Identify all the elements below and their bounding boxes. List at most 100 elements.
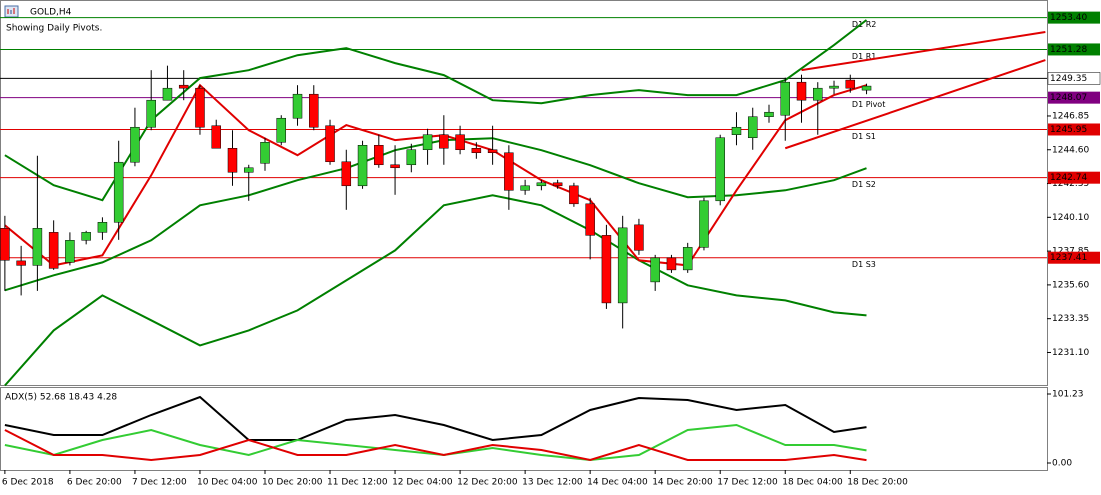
candle-body [796,81,807,101]
candle-body [65,240,75,263]
candle-body [617,227,628,304]
chart-title: GOLD,H4 [30,8,72,18]
y-tick-label: 1235.60 [1052,280,1089,290]
candle-body [48,232,59,269]
x-tick-label: 18 Dec 20:00 [847,478,908,488]
candle-body [341,161,352,187]
candle-body [845,79,856,89]
x-tick-label: 18 Dec 04:00 [782,478,843,488]
trendline [801,31,1046,72]
panel-frame [0,387,1048,471]
candle-body [747,116,758,138]
candle-body [439,134,449,149]
x-tick-label: 17 Dec 12:00 [717,478,778,488]
main-frame [0,0,1048,386]
panel-y-tick-label: 0.00 [1052,459,1072,469]
pivot-name: D1 R1 [852,52,876,61]
candle-body [162,87,173,101]
pivot-price-box [1048,91,1100,104]
candle-body [32,228,43,266]
candle-body [504,152,514,191]
x-tick-label: 10 Dec 20:00 [262,478,323,488]
current-price-box [1047,72,1101,85]
pivot-price-box [1048,171,1100,184]
candle-body [422,134,433,151]
x-tick-label: 6 Dec 2018 [2,478,54,488]
trendline [784,59,1046,150]
y-tick-label: 1233.35 [1052,314,1089,324]
candle-body [146,99,156,128]
candle-body [471,148,482,154]
candle-body [81,232,91,241]
x-tick-label: 6 Dec 20:00 [67,478,122,488]
y-tick-label: 1242.35 [1052,179,1089,189]
candle-body [764,111,774,117]
pivot-name: D1 R2 [852,20,876,29]
pivot-price-label: 1242.74 [1050,173,1087,183]
pivot-price-label: 1248.07 [1050,93,1087,103]
x-tick-label: 11 Dec 12:00 [327,478,388,488]
candle-body [325,125,335,163]
panel-y-tick-label: 101.23 [1052,390,1084,400]
pivot-price-label: 1245.95 [1050,125,1087,135]
adx-line [4,429,867,462]
candle-body [16,260,26,266]
pivot-price-box [1048,123,1100,136]
candle-body [536,182,547,187]
x-tick-label: 10 Dec 04:00 [197,478,258,488]
candle-body [715,137,725,202]
candle-body [195,87,205,128]
adx-line [4,395,867,442]
candle-body [487,149,498,154]
plot-layer: 1231.10 1233.35 1235.60 1237.85 1240.10 1242.… [0,11,1101,488]
candle-body [699,200,709,248]
x-tick-label: 14 Dec 04:00 [587,478,648,488]
x-tick-label: 13 Dec 12:00 [522,478,583,488]
candle-body [374,145,384,166]
x-tick-label: 14 Dec 20:00 [652,478,713,488]
candle-body [97,222,108,233]
candle-body [357,145,368,187]
candle-body [520,185,530,191]
candle-body [650,257,660,283]
candle-body [634,224,644,251]
candle-body [0,228,10,261]
candle-body [813,87,823,101]
pivot-name: D1 Pivot [852,100,885,109]
candle-body [406,149,417,166]
pivot-name: D1 S3 [852,260,876,269]
y-tick-label: 1240.10 [1052,213,1089,223]
pivot-price-label: 1237.41 [1050,253,1087,263]
chart-subtitle: Showing Daily Pivots. [6,24,102,34]
pivot-name: D1 S1 [852,132,876,141]
y-tick-label: 1237.85 [1052,247,1089,257]
pivot-price-box [1048,251,1100,264]
current-price-label: 1249.35 [1050,74,1087,84]
candle-body [455,134,465,151]
y-tick-label: 1246.85 [1052,111,1089,121]
candle-body [178,84,189,89]
x-tick-label: 7 Dec 12:00 [132,478,187,488]
symbol-icon [4,5,19,18]
overlay-line [4,194,867,387]
candle-body [861,85,872,91]
candle-body [829,85,839,89]
candle-body [243,167,254,173]
candle-body [552,182,563,187]
panel-label: ADX(5) 52.68 18.43 4.28 [5,393,117,403]
candle-body [260,141,270,164]
pivot-price-label: 1253.40 [1050,13,1087,23]
candle-body [211,125,221,149]
candle-body [585,203,595,236]
pivot-price-box [1048,43,1100,56]
pivot-name: D1 S2 [852,180,876,189]
x-tick-label: 12 Dec 20:00 [457,478,518,488]
candle-body [731,126,742,135]
candle-body [569,185,579,205]
candle-body [227,148,238,173]
pivot-price-label: 1251.28 [1050,45,1087,55]
candle-body [309,93,319,128]
pivot-price-box [1048,11,1100,24]
